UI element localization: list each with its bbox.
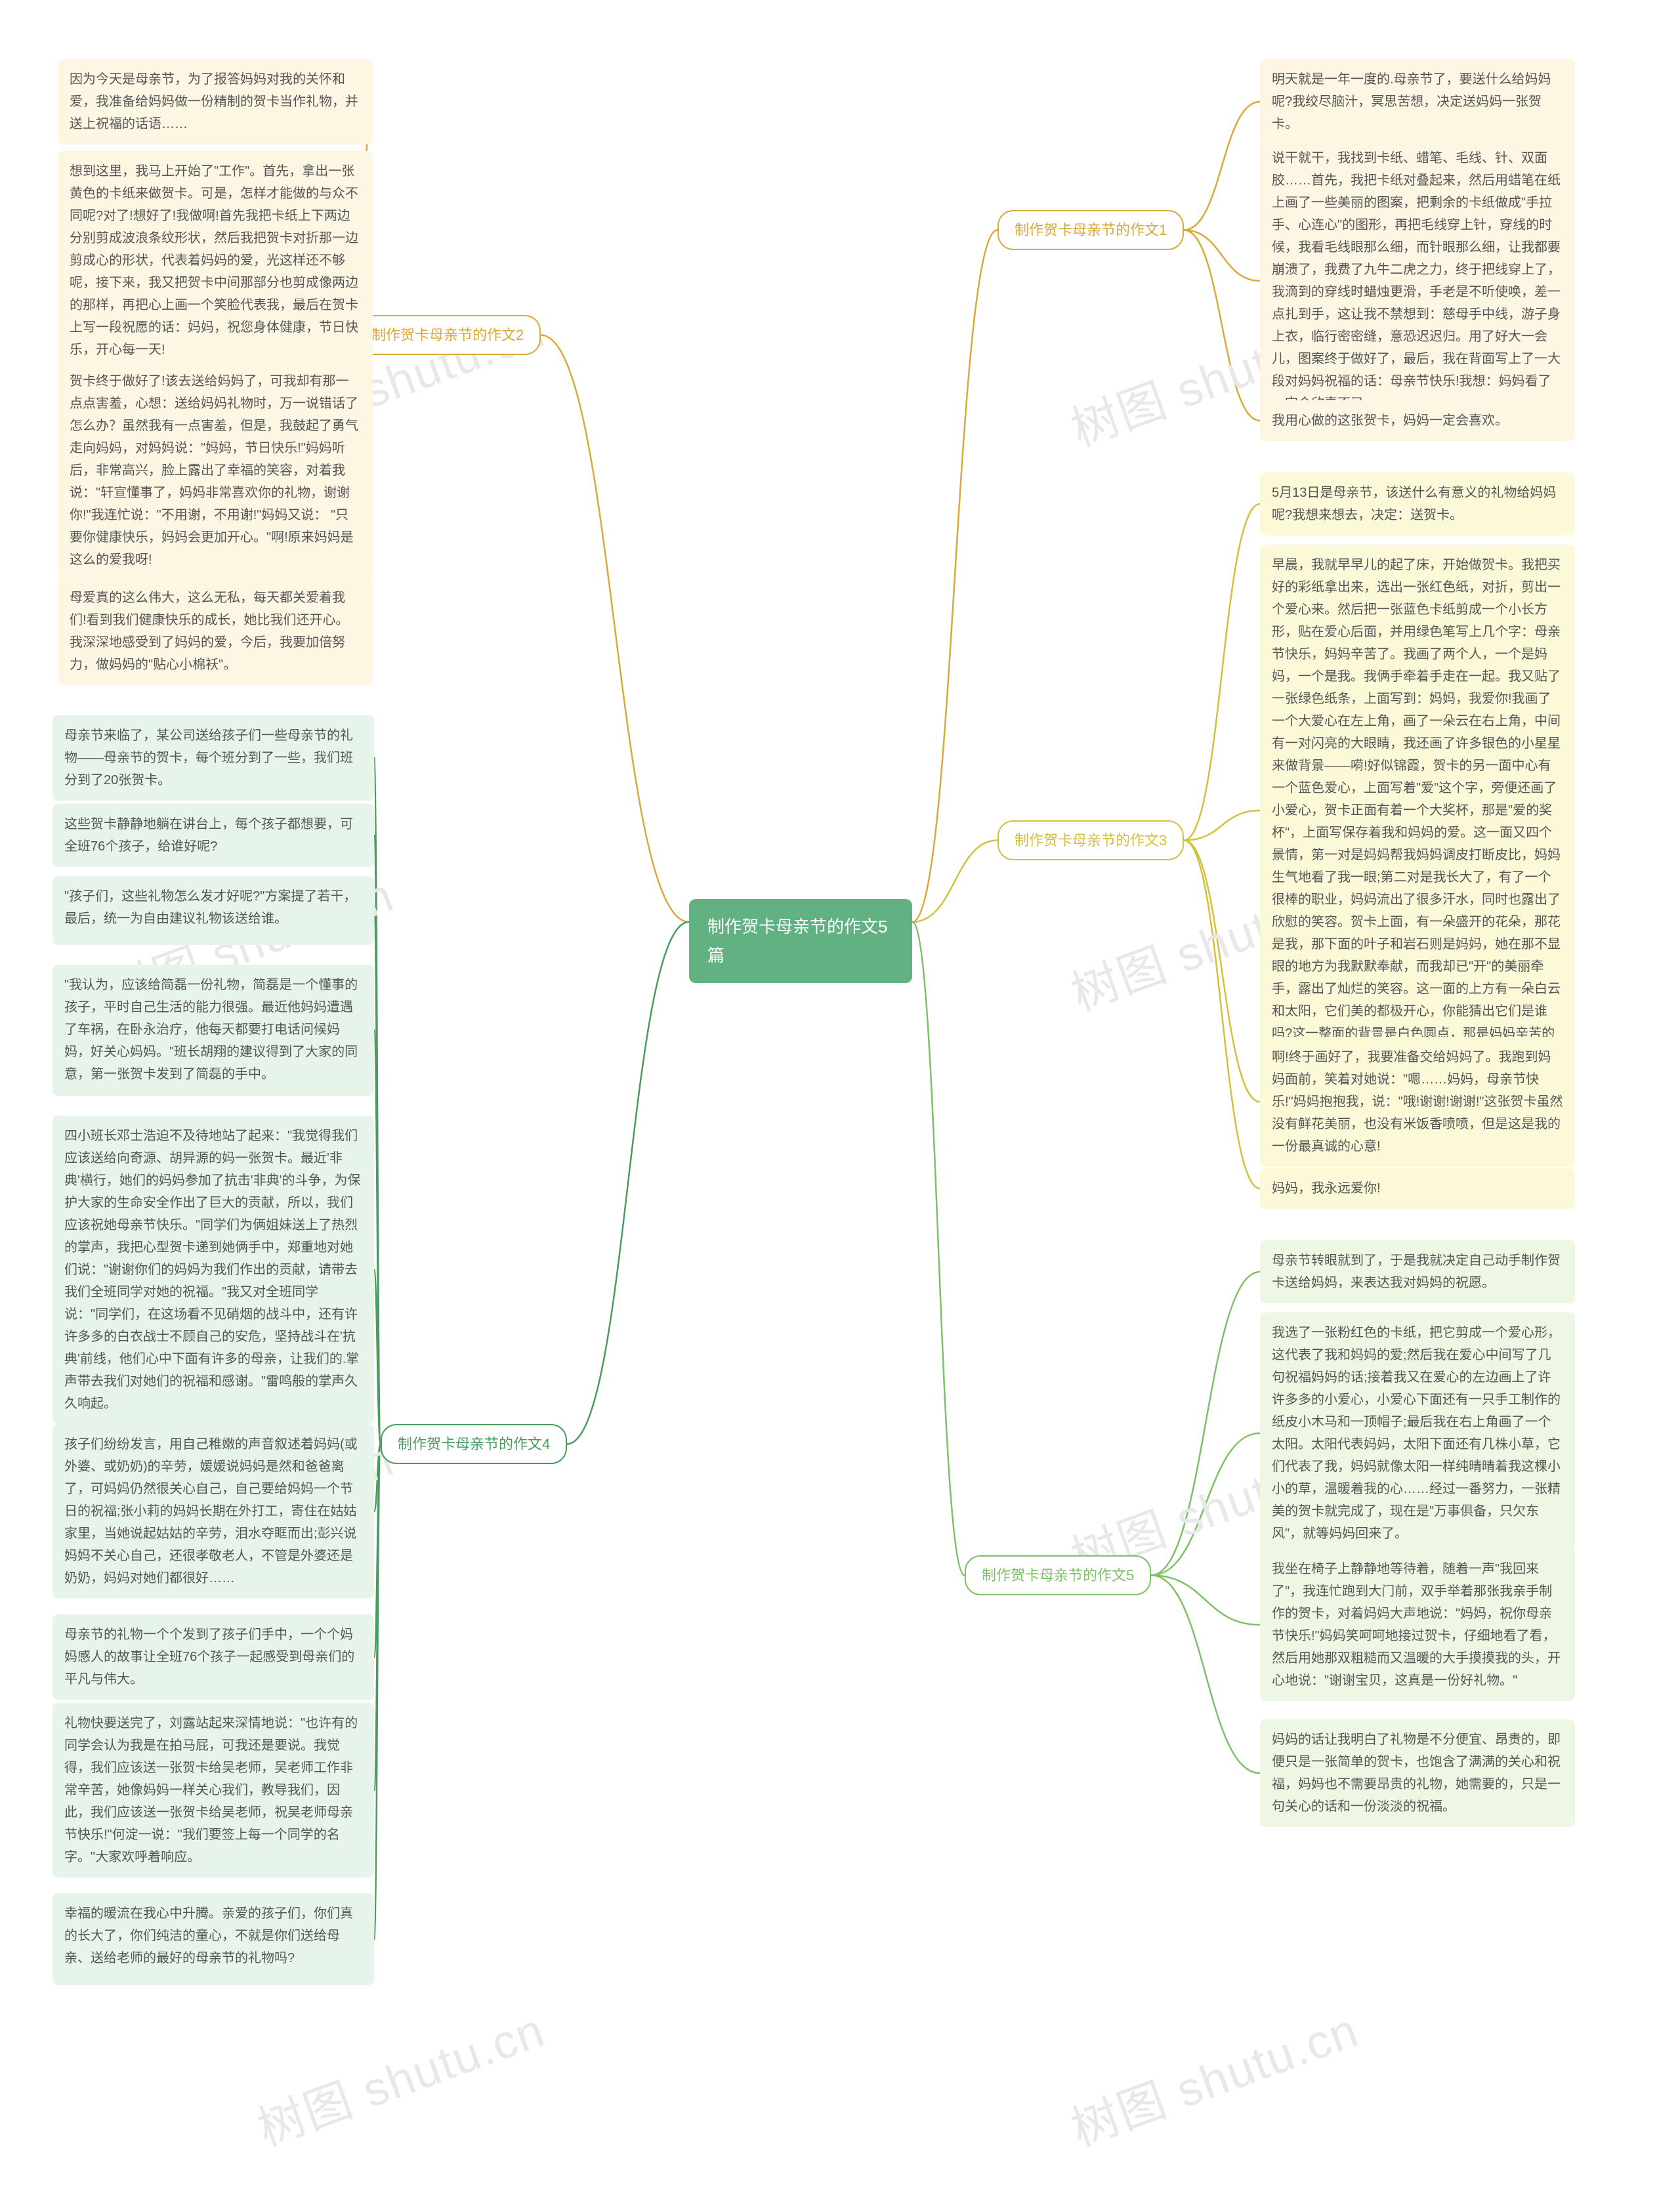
leaf-node[interactable]: "我认为，应该给简磊一份礼物，简磊是一个懂事的孩子，平时自己生活的能力很强。最近… bbox=[52, 965, 374, 1096]
leaf-node[interactable]: 这些贺卡静静地躺在讲台上，每个孩子都想要，可全班76个孩子，给谁好呢? bbox=[52, 804, 374, 867]
leaf-node[interactable]: 5月13日是母亲节，该送什么有意义的礼物给妈妈呢?我想来想去，决定：送贺卡。 bbox=[1260, 472, 1575, 535]
branch-node[interactable]: 制作贺卡母亲节的作文5 bbox=[965, 1555, 1151, 1595]
leaf-node[interactable]: 早晨，我就早早儿的起了床，开始做贺卡。我把买好的彩纸拿出来，选出一张红色纸，对折… bbox=[1260, 545, 1575, 1076]
leaf-node[interactable]: 礼物快要送完了，刘露站起来深情地说："也许有的同学会认为我是在拍马屁，可我还是要… bbox=[52, 1703, 374, 1877]
leaf-node[interactable]: 因为今天是母亲节，为了报答妈妈对我的关怀和爱，我准备给妈妈做一份精制的贺卡当作礼… bbox=[58, 59, 373, 144]
root-node[interactable]: 制作贺卡母亲节的作文5篇 bbox=[689, 899, 912, 983]
leaf-node[interactable]: 母爱真的这么伟大，这么无私，每天都关爱着我们!看到我们健康快乐的成长，她比我们还… bbox=[58, 577, 373, 685]
leaf-node[interactable]: 说干就干，我找到卡纸、蜡笔、毛线、针、双面胶……首先，我把卡纸对叠起来，然后用蜡… bbox=[1260, 138, 1575, 424]
branch-node[interactable]: 制作贺卡母亲节的作文4 bbox=[381, 1424, 567, 1464]
leaf-node[interactable]: 幸福的暖流在我心中升腾。亲爱的孩子们，你们真的长大了，你们纯洁的童心，不就是你们… bbox=[52, 1893, 374, 1985]
leaf-node[interactable]: 我坐在椅子上静静地等待着，随着一声"我回来了"，我连忙跑到大门前，双手举着那张我… bbox=[1260, 1549, 1575, 1701]
leaf-node[interactable]: 我用心做的这张贺卡，妈妈一定会喜欢。 bbox=[1260, 400, 1575, 441]
leaf-node[interactable]: 母亲节来临了，某公司送给孩子们一些母亲节的礼物——母亲节的贺卡，每个班分到了一些… bbox=[52, 715, 374, 801]
leaf-node[interactable]: 明天就是一年一度的.母亲节了，要送什么给妈妈呢?我绞尽脑汁，冥思苦想，决定送妈妈… bbox=[1260, 59, 1575, 144]
leaf-node[interactable]: 孩子们纷纷发言，用自己稚嫩的声音叙述着妈妈(或外婆、或奶奶)的辛劳，媛媛说妈妈是… bbox=[52, 1424, 374, 1599]
watermark: 树图 shutu.cn bbox=[1060, 1992, 1366, 2159]
leaf-node[interactable]: "孩子们，这些礼物怎么发才好呢?"方案提了若干，最后，统一为自由建议礼物该送给谁… bbox=[52, 876, 374, 945]
watermark: 树图 shutu.cn bbox=[247, 1992, 553, 2159]
leaf-node[interactable]: 贺卡终于做好了!该去送给妈妈了，可我却有那一点点害羞，心想：送给妈妈礼物时，万一… bbox=[58, 361, 373, 580]
leaf-node[interactable]: 我选了一张粉红色的卡纸，把它剪成一个爱心形，这代表了我和妈妈的爱;然后我在爱心中… bbox=[1260, 1312, 1575, 1554]
leaf-node[interactable]: 母亲节的礼物一个个发到了孩子们手中，一个个妈妈感人的故事让全班76个孩子一起感受… bbox=[52, 1614, 374, 1700]
leaf-node[interactable]: 母亲节转眼就到了，于是我就决定自己动手制作贺卡送给妈妈，来表达我对妈妈的祝愿。 bbox=[1260, 1240, 1575, 1303]
leaf-node[interactable]: 妈妈，我永远爱你! bbox=[1260, 1168, 1575, 1209]
leaf-node[interactable]: 四小班长邓士浩迫不及待地站了起来："我觉得我们应该送给向奇源、胡异源的妈一张贺卡… bbox=[52, 1116, 374, 1424]
branch-node[interactable]: 制作贺卡母亲节的作文1 bbox=[998, 210, 1184, 250]
leaf-node[interactable]: 想到这里，我马上开始了"工作"。首先，拿出一张黄色的卡纸来做贺卡。可是，怎样才能… bbox=[58, 151, 373, 370]
branch-node[interactable]: 制作贺卡母亲节的作文3 bbox=[998, 820, 1184, 860]
leaf-node[interactable]: 啊!终于画好了，我要准备交给妈妈了。我跑到妈妈面前，笑着对她说："嗯……妈妈，母… bbox=[1260, 1037, 1575, 1167]
mindmap-canvas: 制作贺卡母亲节的作文5篇 树图 shutu.cn树图 shutu.cn树图 sh… bbox=[0, 0, 1680, 2201]
leaf-node[interactable]: 妈妈的话让我明白了礼物是不分便宜、昂贵的，即便只是一张简单的贺卡，也饱含了满满的… bbox=[1260, 1719, 1575, 1827]
branch-node[interactable]: 制作贺卡母亲节的作文2 bbox=[354, 315, 541, 355]
